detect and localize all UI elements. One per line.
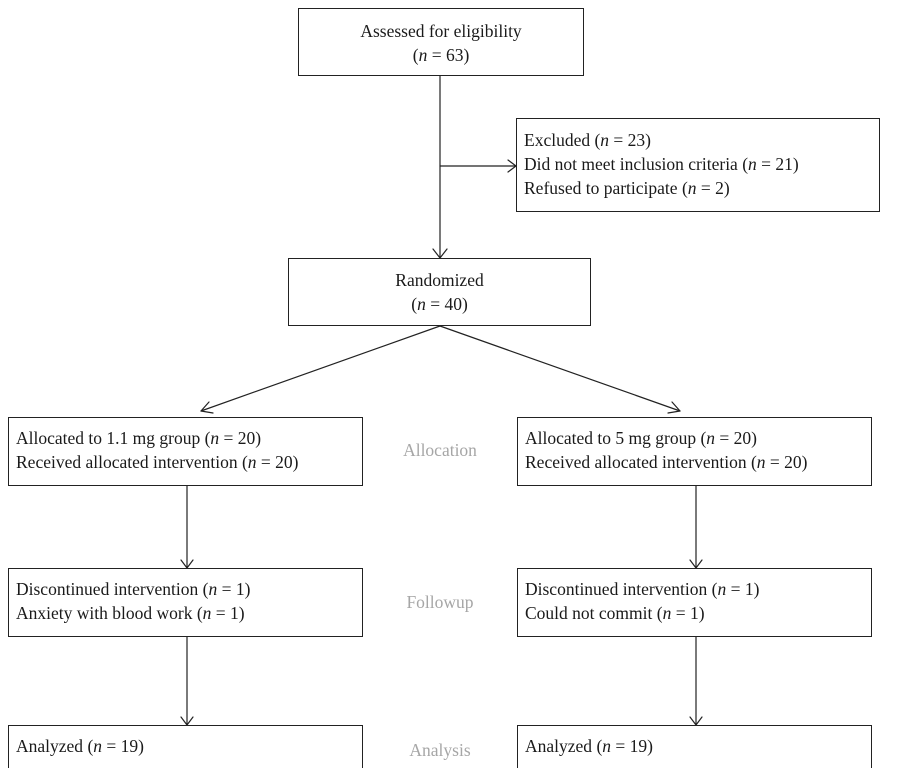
left-analysis-box: Analyzed (n = 19): [8, 725, 363, 768]
excluded-reason-refused: Refused to participate (n = 2): [524, 178, 730, 198]
assessed-title: Assessed for eligibility: [360, 21, 522, 41]
randomized-box: Randomized (n = 40): [288, 258, 591, 326]
right-analysis-box: Analyzed (n = 19): [517, 725, 872, 768]
right-discontinued-reason: Could not commit (n = 1): [525, 603, 705, 623]
arrowhead-right-allocation: [667, 401, 681, 414]
left-allocation-box: Allocated to 1.1 mg group (n = 20) Recei…: [8, 417, 363, 486]
right-discontinued: Discontinued intervention (n = 1): [525, 579, 760, 599]
arrow-randomized-to-right-arm: [439, 325, 681, 412]
left-discontinued: Discontinued intervention (n = 1): [16, 579, 251, 599]
left-followup-box: Discontinued intervention (n = 1) Anxiet…: [8, 568, 363, 637]
left-discontinued-reason: Anxiety with blood work (n = 1): [16, 603, 245, 623]
excluded-count: Excluded (n = 23): [524, 130, 651, 150]
excluded-box: Excluded (n = 23) Did not meet inclusion…: [516, 118, 880, 212]
left-allocated: Allocated to 1.1 mg group (n = 20): [16, 428, 262, 448]
right-allocated: Allocated to 5 mg group (n = 20): [525, 428, 757, 448]
right-allocation-box: Allocated to 5 mg group (n = 20) Receive…: [517, 417, 872, 486]
stage-label-followup: Followup: [406, 592, 474, 612]
excluded-reason-criteria: Did not meet inclusion criteria (n = 21): [524, 154, 799, 174]
assessed-count: (n = 63): [412, 45, 470, 65]
right-analyzed: Analyzed (n = 19): [525, 736, 653, 756]
left-analyzed: Analyzed (n = 19): [16, 736, 144, 756]
right-received: Received allocated intervention (n = 20): [525, 452, 808, 472]
right-followup-box: Discontinued intervention (n = 1) Could …: [517, 568, 872, 637]
assessed-box: Assessed for eligibility (n = 63): [298, 8, 584, 76]
stage-label-analysis: Analysis: [409, 740, 471, 760]
randomized-title: Randomized: [395, 270, 484, 290]
arrow-randomized-to-left-arm: [200, 325, 441, 412]
randomized-count: (n = 40): [411, 294, 468, 314]
stage-label-allocation: Allocation: [403, 440, 477, 460]
arrowhead-left-allocation: [200, 401, 214, 414]
left-received: Received allocated intervention (n = 20): [16, 452, 299, 472]
